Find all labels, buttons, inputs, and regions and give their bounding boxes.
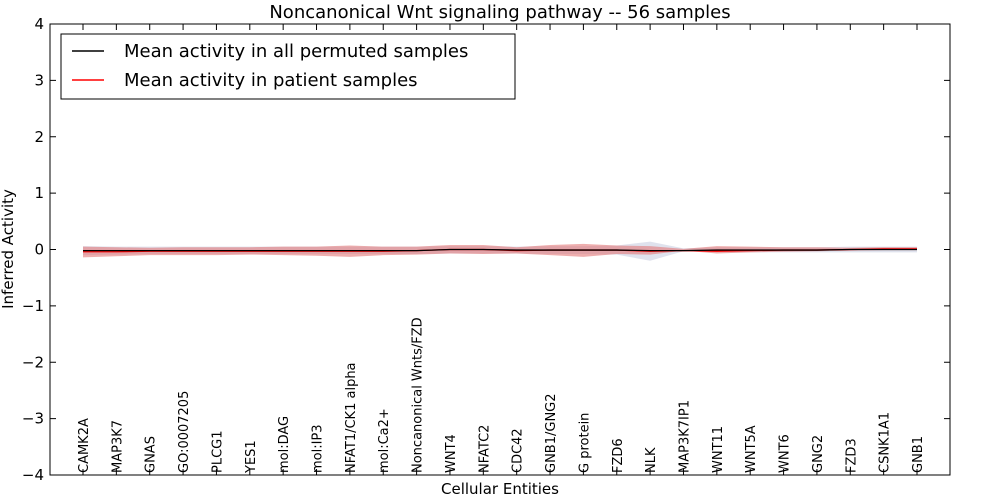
y-tick-label: −3 [22,410,44,428]
y-tick-label: 4 [34,15,44,33]
x-axis-ticks: CAMK2A MAP3K7 GNAS GO:0007205 PLCG1 YES1 mol:D… [77,24,926,475]
x-tick-label: YES1 [244,440,259,474]
x-tick-label: mol:Ca2+ [377,408,392,473]
x-tick-label: NFAT1/CK1 alpha [344,362,359,473]
x-tick-label: NLK [644,447,659,473]
y-tick-label: 2 [34,128,44,146]
chart-title: Noncanonical Wnt signaling pathway -- 56… [269,2,730,23]
x-tick-label: PLCG1 [210,430,225,473]
y-tick-label: 1 [34,184,44,202]
x-tick-label: GNAS [144,436,159,473]
x-tick-label: WNT4 [444,434,459,473]
x-tick-label: CSNK1A1 [878,412,893,473]
x-tick-label: MAP3K7IP1 [677,400,692,473]
y-tick-label: −2 [22,353,44,371]
x-tick-label: WNT11 [711,426,726,473]
x-tick-label: Noncanonical Wnts/FZD [411,317,426,473]
x-tick-label: MAP3K7 [110,420,125,473]
x-tick-label: WNT6 [778,434,793,473]
y-axis-ticks: 4 3 2 1 0 −1 −2 −3 −4 [22,15,950,484]
legend-box [60,33,516,100]
x-tick-label: CAMK2A [77,418,92,473]
x-tick-label: G protein [577,413,592,473]
x-tick-label: CDC42 [511,428,526,473]
y-tick-label: 0 [34,241,44,259]
y-axis-label: Inferred Activity [0,189,17,309]
x-tick-label: GNB1 [911,436,926,473]
x-tick-label: GNB1/GNG2 [544,393,559,473]
y-tick-label: −1 [22,297,44,315]
legend: Mean activity in all permuted samples Me… [60,33,516,100]
x-axis-label: Cellular Entities [441,480,559,498]
x-tick-label: GO:0007205 [177,391,192,473]
legend-label-patient: Mean activity in patient samples [124,70,418,91]
line-permuted [83,248,917,252]
x-tick-label: FZD3 [844,438,859,473]
series-lines [83,248,917,253]
y-tick-label: 3 [34,71,44,89]
x-tick-label: mol:IP3 [311,424,326,473]
x-tick-label: GNG2 [811,435,826,473]
x-tick-label: NFATC2 [477,425,492,473]
x-tick-label: mol:DAG [277,416,292,473]
legend-label-permuted: Mean activity in all permuted samples [124,41,468,62]
y-tick-label: −4 [22,466,44,484]
x-tick-label: FZD6 [611,438,626,473]
x-tick-label: WNT5A [744,425,759,473]
